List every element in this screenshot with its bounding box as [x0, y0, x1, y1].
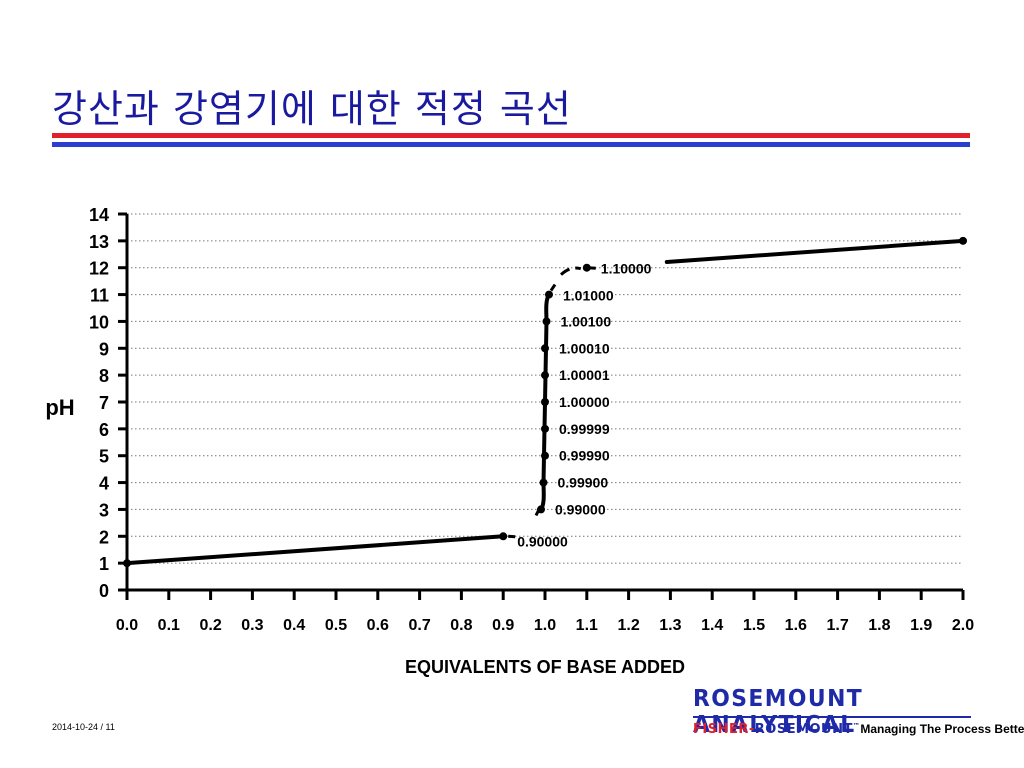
y-tick-label-11: 11 — [90, 286, 109, 306]
x-tick-label-0.2: 0.2 — [199, 617, 221, 634]
x-tick-label-0.7: 0.7 — [408, 617, 430, 634]
data-label-5: 0.99999 — [559, 421, 610, 437]
y-tick-label-6: 6 — [99, 420, 109, 440]
x-tick-label-1.9: 1.9 — [910, 617, 932, 634]
x-tick-label-1.2: 1.2 — [617, 617, 639, 634]
x-tick-label-1.4: 1.4 — [701, 617, 723, 634]
x-tick-label-1.7: 1.7 — [826, 617, 848, 634]
data-label-1: 0.90000 — [517, 533, 568, 549]
data-point-7 — [541, 371, 549, 380]
x-tick-label-0.3: 0.3 — [241, 617, 263, 634]
curve-dash-high-a — [549, 283, 557, 292]
x-tick-label-2.0: 2.0 — [952, 617, 974, 634]
data-label-3: 0.99900 — [558, 475, 609, 491]
title-rule-blue — [52, 142, 970, 147]
axes — [118, 212, 965, 600]
title-rule-red — [52, 133, 970, 138]
x-tick-label-1.5: 1.5 — [743, 617, 765, 634]
grid-lines — [127, 213, 963, 564]
data-point-11 — [582, 263, 591, 272]
y-tick-label-3: 3 — [99, 500, 109, 520]
data-points — [123, 236, 967, 568]
data-label-4: 0.99990 — [559, 448, 610, 464]
x-tick-label-1.8: 1.8 — [868, 617, 890, 634]
x-tick-label-0.8: 0.8 — [450, 617, 472, 634]
data-label-11: 1.10000 — [601, 261, 652, 277]
data-label-7: 1.00001 — [559, 367, 610, 383]
x-tick-label-0.0: 0.0 — [116, 617, 138, 634]
curve-dash-high-b — [560, 266, 582, 276]
x-axis-label: EQUIVALENTS OF BASE ADDED — [405, 657, 685, 677]
x-tick-label-1.3: 1.3 — [659, 617, 681, 634]
x-tick-label-1.0: 1.0 — [534, 617, 556, 634]
data-point-12 — [959, 236, 967, 245]
y-tick-label-1: 1 — [99, 554, 109, 574]
y-tick-label-8: 8 — [99, 366, 109, 386]
x-tick-label-0.6: 0.6 — [367, 617, 389, 634]
data-point-3 — [539, 478, 548, 487]
data-label-9: 1.00100 — [561, 313, 612, 329]
y-tick-label-0: 0 — [99, 581, 109, 601]
data-point-6 — [541, 398, 549, 406]
data-point-9 — [542, 317, 551, 326]
company-sep: - — [748, 722, 755, 737]
y-tick-label-14: 14 — [89, 205, 109, 225]
x-tick-label-1.1: 1.1 — [576, 617, 598, 634]
y-axis-label: pH — [45, 395, 74, 420]
x-tick-label-1.6: 1.6 — [785, 617, 807, 634]
curve-segment-high — [664, 238, 965, 265]
y-tick-label-10: 10 — [89, 312, 109, 332]
x-tick-label-0.9: 0.9 — [492, 617, 514, 634]
brand-rule — [693, 716, 971, 718]
curve-segment-low — [125, 534, 506, 566]
y-tick-label-7: 7 — [99, 393, 109, 413]
data-point-8 — [541, 344, 549, 353]
data-point-4 — [541, 451, 549, 460]
data-point-1 — [499, 532, 508, 541]
footer-page: 2014-10-24 / 11 — [52, 722, 115, 732]
y-tick-label-5: 5 — [99, 447, 109, 467]
y-tick-label-4: 4 — [99, 474, 109, 494]
y-tick-label-9: 9 — [99, 339, 109, 359]
data-point-5 — [541, 424, 549, 433]
slide-title: 강산과 강염기에 대한 적정 곡선 — [52, 87, 572, 131]
data-labels: 0.90000 0.99000 0.99900 0.99990 0.99999 1.000… — [517, 261, 651, 550]
curve-dash-low-a — [508, 534, 516, 539]
x-tick-label-0.5: 0.5 — [325, 617, 347, 634]
data-label-10: 1.01000 — [563, 288, 614, 304]
data-label-6: 1.00000 — [559, 394, 610, 410]
fisher-rosemount-logo: FISHER-ROSEMOUNT™Managing The Process Be… — [693, 722, 1024, 737]
y-tick-label-2: 2 — [99, 527, 109, 547]
x-tick-label-0.4: 0.4 — [283, 617, 305, 634]
company-rosemount: ROSEMOUNT — [754, 722, 853, 737]
data-point-2 — [537, 505, 545, 514]
y-tick-label-13: 13 — [89, 232, 109, 252]
company-tm: ™ — [852, 722, 861, 730]
data-point-10 — [545, 290, 553, 299]
data-label-2: 0.99000 — [555, 501, 606, 517]
data-label-8: 1.00010 — [559, 340, 610, 356]
company-tagline: Managing The Process Better. — [860, 722, 1024, 736]
y-tick-label-12: 12 — [89, 259, 109, 279]
company-fisher: FISHER — [693, 722, 749, 737]
data-point-0 — [123, 559, 131, 568]
x-tick-label-0.1: 0.1 — [158, 617, 180, 634]
